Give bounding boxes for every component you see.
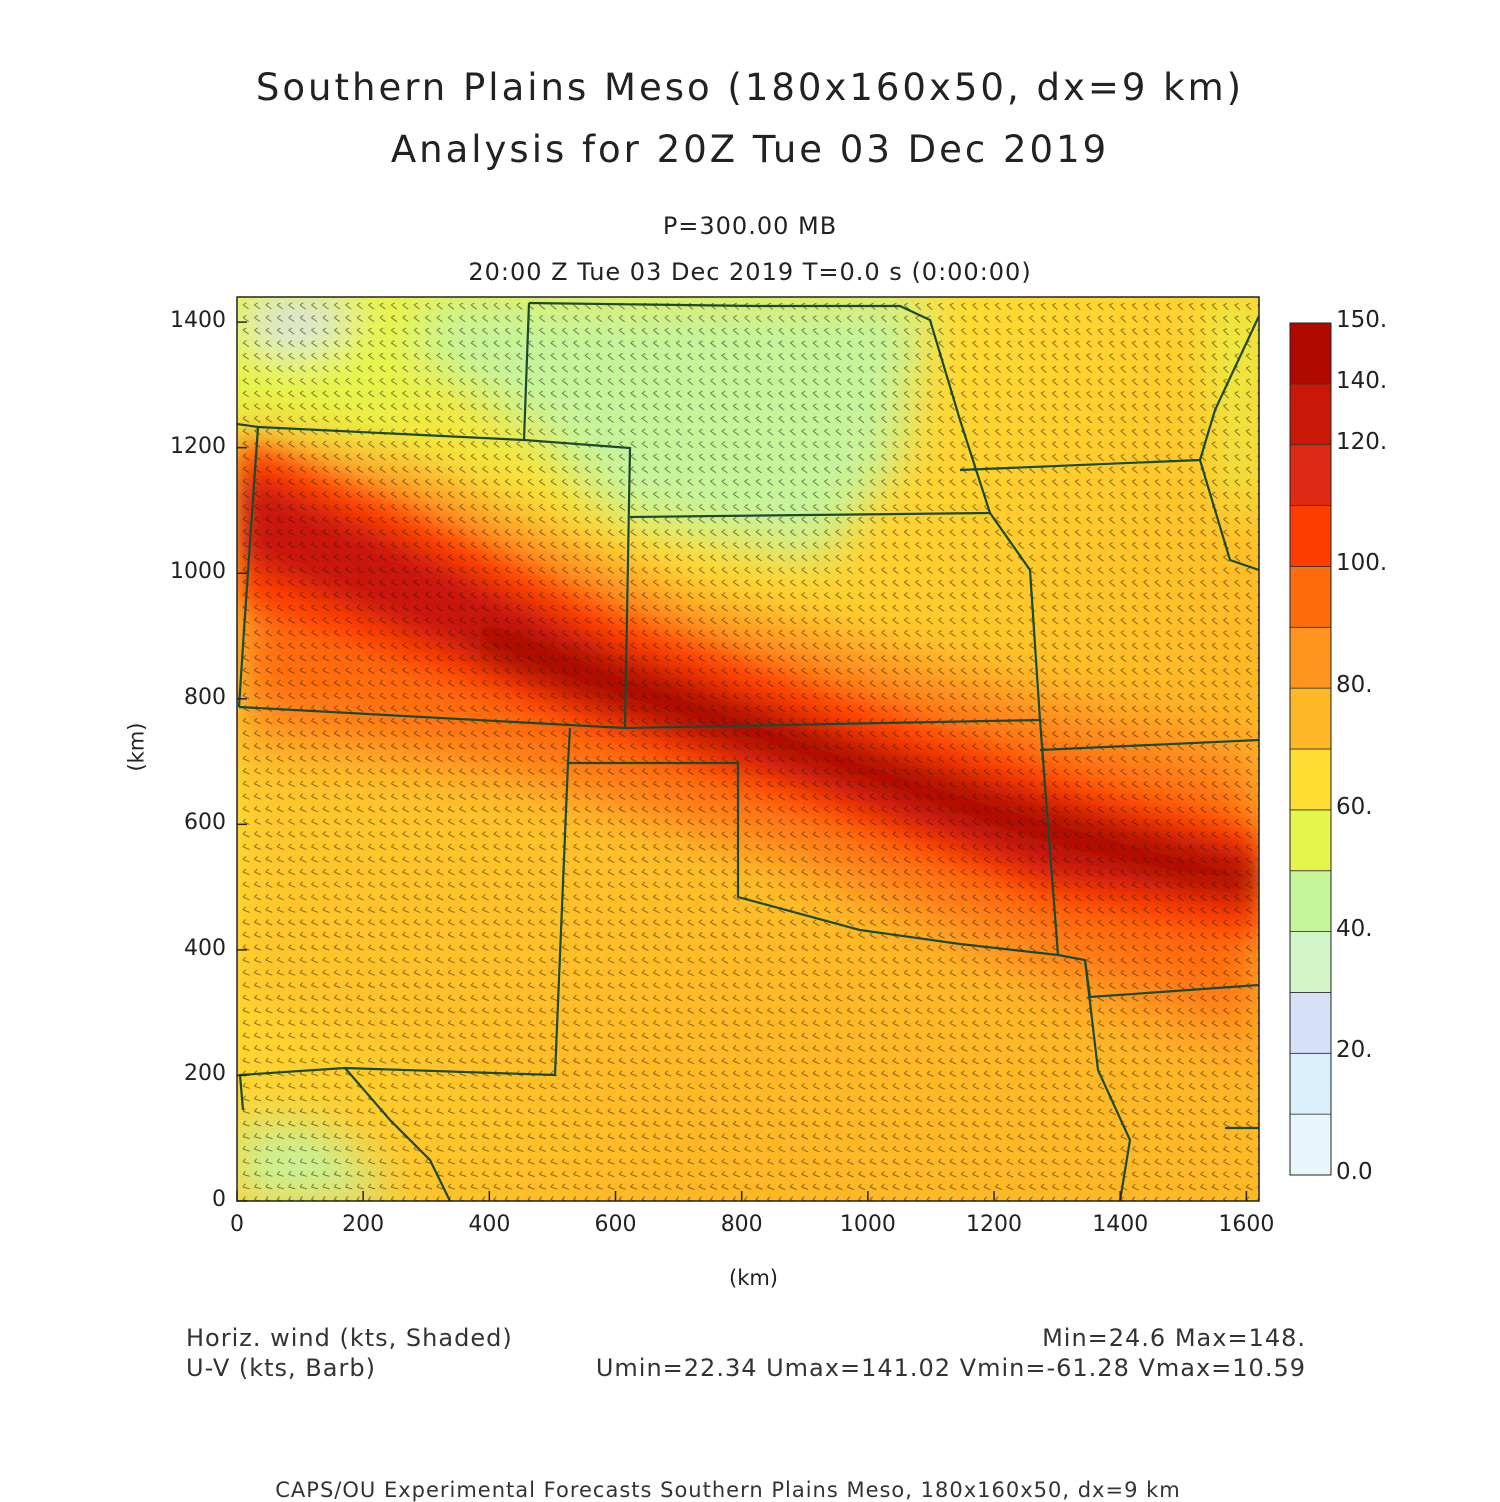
colorbar-label: 140. bbox=[1336, 367, 1388, 394]
colorbar-label: 120. bbox=[1336, 428, 1388, 455]
x-tick-label: 0 bbox=[230, 1212, 244, 1237]
color-scale-bar bbox=[1289, 322, 1332, 1176]
y-tick-label: 400 bbox=[184, 935, 226, 961]
colorbar-label: 20. bbox=[1336, 1037, 1373, 1064]
x-tick-label: 1200 bbox=[966, 1212, 1023, 1237]
colorbar-label: 0.0 bbox=[1336, 1159, 1373, 1185]
colorbar-swatch bbox=[1289, 566, 1332, 628]
wind-speed-shading bbox=[237, 297, 1259, 1201]
colorbar-swatch bbox=[1289, 505, 1332, 567]
title-line-1: Southern Plains Meso (180x160x50, dx=9 k… bbox=[255, 66, 1245, 109]
x-tick-label: 400 bbox=[468, 1212, 511, 1237]
colorbar-swatch bbox=[1289, 383, 1332, 446]
barb-field-label: U-V (kts, Barb) bbox=[186, 1354, 376, 1382]
x-tick-label: 800 bbox=[720, 1212, 763, 1237]
y-tick-label: 200 bbox=[184, 1061, 226, 1087]
plot-frame bbox=[236, 296, 1260, 1202]
colorbar-label: 60. bbox=[1336, 793, 1373, 820]
min-max-stats: Min=24.6 Max=148. bbox=[1042, 1324, 1306, 1352]
colorbar-label: 40. bbox=[1336, 915, 1373, 942]
colorbar-swatch bbox=[1289, 809, 1332, 872]
x-tick-label: 600 bbox=[594, 1212, 637, 1237]
colorbar-swatch bbox=[1289, 870, 1332, 932]
colorbar-swatch bbox=[1289, 1052, 1332, 1115]
x-tick-label: 1600 bbox=[1218, 1212, 1275, 1237]
y-tick-label: 1000 bbox=[170, 559, 226, 585]
uv-stats: Umin=22.34 Umax=141.02 Vmin=-61.28 Vmax=… bbox=[595, 1354, 1306, 1382]
colorbar-swatch bbox=[1289, 992, 1332, 1054]
colorbar-label: 100. bbox=[1336, 550, 1388, 577]
shaded-field-label: Horiz. wind (kts, Shaded) bbox=[186, 1324, 513, 1352]
y-tick-label: 0 bbox=[212, 1187, 226, 1212]
y-tick-label: 1200 bbox=[170, 433, 226, 459]
credit-line: CAPS/OU Experimental Forecasts Southern … bbox=[275, 1478, 1181, 1502]
y-tick-label: 800 bbox=[184, 684, 226, 710]
title-line-2: Analysis for 20Z Tue 03 Dec 2019 bbox=[390, 128, 1110, 171]
colorbar-swatch bbox=[1289, 931, 1332, 993]
y-axis-label: (km) bbox=[124, 722, 149, 772]
colorbar-swatch bbox=[1289, 444, 1332, 506]
x-tick-label: 1400 bbox=[1092, 1212, 1149, 1237]
axis-tick-marks bbox=[236, 321, 1248, 1202]
colorbar-label: 80. bbox=[1336, 672, 1373, 699]
colorbar-swatch bbox=[1289, 687, 1332, 750]
x-tick-label: 1000 bbox=[839, 1212, 896, 1237]
x-axis-label: (km) bbox=[729, 1266, 779, 1290]
x-tick-label: 200 bbox=[342, 1212, 385, 1237]
state-boundaries bbox=[237, 301, 1259, 1201]
colorbar-label: 150. bbox=[1336, 307, 1388, 333]
y-tick-label: 600 bbox=[184, 810, 226, 836]
colorbar-frame bbox=[1289, 322, 1332, 1176]
colorbar-swatch bbox=[1289, 626, 1332, 689]
valid-time-label: 20:00 Z Tue 03 Dec 2019 T=0.0 s (0:00:00… bbox=[468, 258, 1032, 286]
y-tick-label: 1400 bbox=[170, 308, 226, 334]
pressure-level-label: P=300.00 MB bbox=[662, 212, 838, 240]
colorbar-swatch bbox=[1289, 1113, 1332, 1176]
colorbar-swatch bbox=[1289, 748, 1332, 811]
colorbar-swatch bbox=[1289, 322, 1332, 385]
